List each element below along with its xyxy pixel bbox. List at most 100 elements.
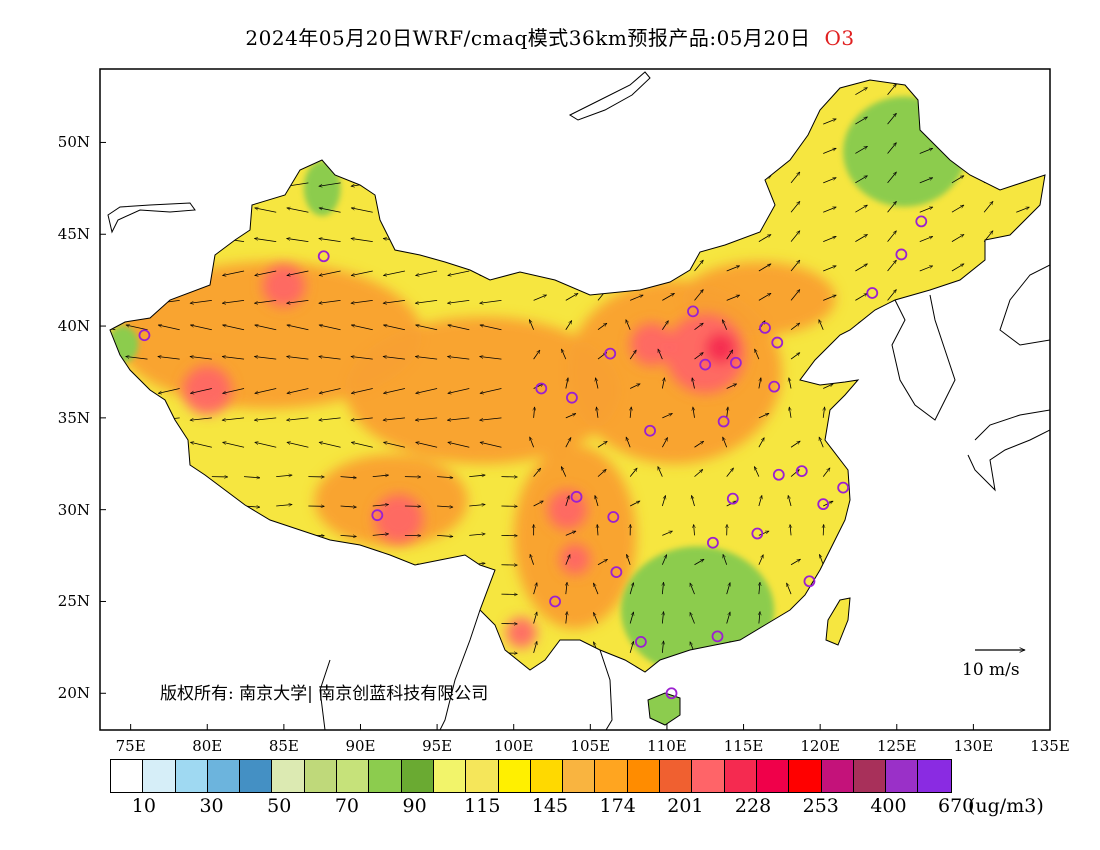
colorbar-cell	[724, 760, 757, 792]
wind-arrow	[850, 349, 856, 360]
wind-arrow	[276, 475, 292, 477]
wind-arrow	[383, 208, 405, 213]
wind-arrow	[437, 565, 453, 566]
wind-arrow	[726, 612, 730, 624]
wind-arrow	[416, 442, 438, 448]
lon-label: 110E	[647, 737, 687, 755]
wind-arrow	[254, 356, 277, 360]
wind-arrow	[1016, 119, 1029, 125]
wind-arrow	[983, 143, 993, 154]
wind-arrow	[789, 407, 791, 418]
wind-arrow	[190, 299, 212, 303]
wind-arrow	[951, 204, 964, 213]
colorbar-label: 253	[802, 795, 839, 817]
wind-arrow	[855, 641, 856, 653]
wind-arrow	[657, 467, 663, 477]
wind-arrow	[919, 612, 924, 624]
wind-arrow	[915, 437, 921, 448]
wind-arrow	[1016, 236, 1029, 242]
wind-arrow	[951, 412, 962, 419]
wind-arrow	[758, 530, 769, 536]
wind-arrow	[790, 470, 799, 477]
wind-arrow	[727, 700, 730, 712]
wind-arrow	[661, 495, 665, 507]
map-frame	[99, 68, 1051, 731]
wind-arrow	[533, 383, 544, 389]
wind-arrow	[1016, 266, 1029, 272]
wind-arrow	[694, 260, 704, 272]
wind-arrow	[276, 710, 292, 712]
wind-arrow	[276, 563, 292, 565]
wind-arrow	[255, 388, 277, 393]
colorbar-label: 30	[199, 795, 224, 817]
wind-arrow	[383, 120, 405, 125]
wind-arrow	[818, 320, 824, 330]
colorbar	[110, 759, 952, 793]
wind-arrow	[565, 234, 578, 242]
wind-arrow	[158, 325, 180, 331]
wind-arrow	[319, 238, 341, 242]
colorbar-cell	[563, 760, 596, 792]
wind-arrow	[158, 120, 180, 125]
wind-arrow	[533, 206, 547, 213]
wind-arrow	[983, 353, 993, 360]
wind-arrow	[255, 442, 277, 448]
station-marker	[729, 356, 742, 369]
wind-arrow	[126, 356, 148, 360]
wind-arrow	[533, 500, 544, 507]
wind-arrow	[951, 292, 964, 301]
wind-arrow	[565, 378, 568, 389]
wind-arrow	[179, 504, 196, 506]
wind-arrow	[887, 441, 897, 448]
wind-arrow	[147, 477, 164, 478]
station-marker	[803, 575, 816, 588]
wind-arrow	[982, 378, 985, 389]
wind-arrow	[758, 438, 765, 448]
wind-arrow	[662, 175, 674, 184]
wind-arrow	[372, 504, 389, 506]
station-marker	[771, 336, 784, 349]
wind-arrow	[480, 182, 502, 186]
wind-arrow	[319, 120, 341, 125]
wind-arrow	[244, 712, 260, 713]
wind-arrow	[661, 438, 668, 448]
wind-arrow	[689, 583, 695, 595]
wind-arrow	[565, 293, 578, 301]
wind-arrow	[287, 153, 309, 157]
colorbar-cell	[337, 760, 370, 792]
wind-arrow	[222, 153, 245, 157]
wind-arrow	[855, 612, 856, 624]
wind-arrow	[630, 235, 643, 242]
wind-arrow	[533, 583, 537, 595]
wind-arrow	[723, 437, 728, 448]
wind-arrow	[983, 323, 993, 331]
wind-arrow	[565, 555, 571, 565]
wind-arrow	[190, 356, 212, 360]
wind-arrow	[1016, 500, 1026, 507]
wind-arrow	[469, 651, 485, 653]
wind-arrow	[597, 172, 607, 184]
colorbar-cell	[466, 760, 499, 792]
wind-arrow	[190, 153, 212, 157]
wind-arrow	[287, 270, 309, 276]
wind-arrow	[726, 383, 737, 389]
colorbar-cell	[240, 760, 273, 792]
wind-arrow	[1016, 700, 1020, 711]
wind-arrow	[855, 145, 867, 154]
wind-arrow	[287, 120, 309, 125]
wind-arrow	[919, 383, 930, 389]
wind-arrow	[1011, 320, 1017, 330]
wind-arrow	[533, 265, 547, 272]
wind-arrow	[919, 500, 930, 507]
station-marker	[535, 382, 548, 395]
wind-arrow	[533, 235, 547, 242]
wind-arrow	[983, 290, 993, 301]
wind-arrow	[983, 201, 993, 213]
units-label: (ug/m3)	[968, 795, 1044, 817]
wind-arrow	[533, 88, 547, 96]
wind-arrow	[886, 524, 887, 536]
wind-arrow	[855, 670, 856, 672]
colorbar-label: 145	[531, 795, 569, 817]
wind-arrow	[662, 582, 663, 595]
wind-arrow	[565, 175, 578, 184]
